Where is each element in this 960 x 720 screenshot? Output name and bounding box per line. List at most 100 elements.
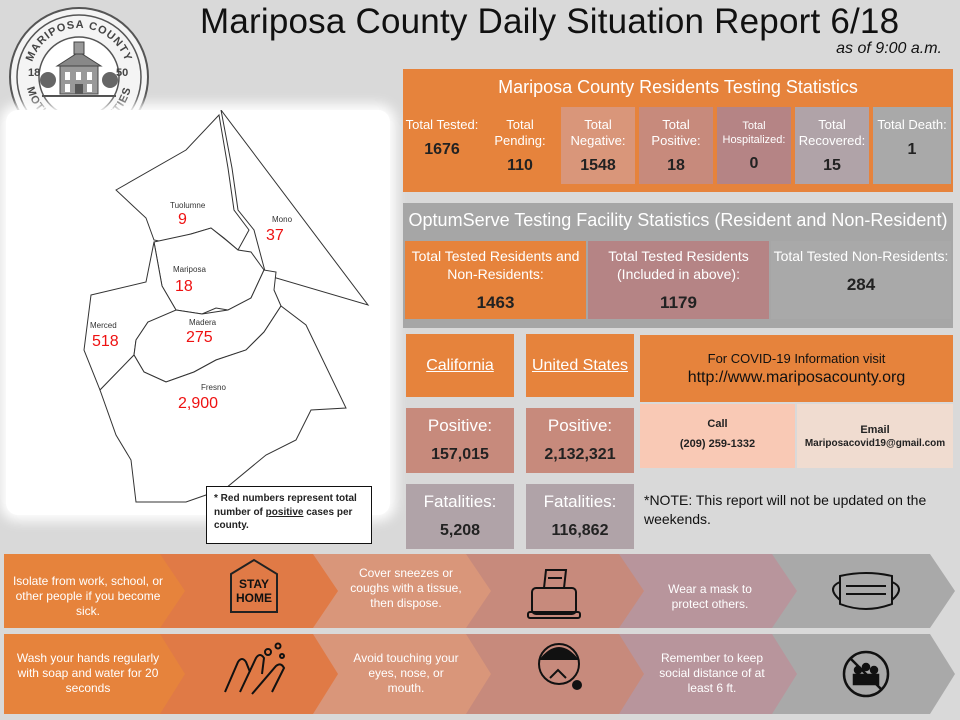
stat-total-tested: Total Tested: 1676	[405, 107, 479, 184]
stat-value: 110	[507, 157, 533, 174]
legend-note-prefix: * Red numbers represent total number of	[214, 493, 357, 518]
stat-label: Total Tested:	[405, 117, 479, 132]
tip-chevron	[466, 554, 649, 628]
positive-value: 2,132,321	[544, 446, 616, 463]
fatalities-label: Fatalities:	[423, 492, 497, 511]
as-of-time: as of 9:00 a.m.	[836, 40, 942, 57]
email-label: Email	[860, 424, 890, 436]
county-count-madera: 275	[186, 329, 213, 346]
mono-county-shape	[220, 110, 370, 306]
legend-note-suffix: cases per county.	[214, 506, 353, 532]
stat-value: 1179	[660, 293, 697, 312]
california-link[interactable]: California	[406, 334, 514, 397]
stat-total-positive: Total Positive: 18	[639, 107, 713, 184]
stat-total-tested-residents: Total Tested Residents (Included in abov…	[588, 241, 769, 319]
tip-chevron	[772, 554, 955, 628]
tip-chevron	[160, 554, 343, 628]
stat-total-pending: Total Pending: 110	[483, 107, 557, 184]
info-url-link[interactable]: http://www.mariposacounty.org	[687, 369, 906, 386]
california-positive: Positive: 157,015	[406, 408, 514, 473]
tip-mask-text: Wear a mask to protect others.	[668, 582, 752, 611]
tip-chevron	[466, 634, 649, 714]
stat-total-tested-non-residents: Total Tested Non-Residents: 284	[771, 241, 951, 319]
tip-chevron	[313, 634, 496, 714]
county-name-merced: Merced	[90, 321, 117, 330]
tip-isolate-text: Isolate from work, school, or other peop…	[12, 574, 164, 618]
map-legend-note: * Red numbers represent total number of …	[206, 486, 372, 544]
county-name-mariposa: Mariposa	[173, 265, 206, 274]
stat-label: Total Hospitalized:	[722, 120, 786, 146]
county-map: Tuolumne 9 Mono 37 Mariposa 18 Merced 51…	[83, 110, 370, 503]
residents-stats-title: Mariposa County Residents Testing Statis…	[403, 69, 953, 104]
face-mask-icon	[832, 572, 900, 610]
united-states-link[interactable]: United States	[526, 334, 634, 397]
stat-value: 1676	[424, 141, 460, 158]
stat-label: Total Negative:	[570, 117, 626, 148]
tips-banner: STAY HOME	[4, 554, 955, 714]
county-count-tuolumne: 9	[178, 211, 187, 228]
no-crowd-icon	[842, 650, 890, 698]
tip-wash-text: Wash your hands regularly with soap and …	[16, 651, 160, 695]
stat-label: Total Tested Residents and Non-Residents…	[411, 248, 580, 282]
stat-total-negative: Total Negative: 1548	[561, 107, 635, 184]
seal-year-right: 50	[116, 67, 128, 79]
optumserve-stats-title: OptumServe Testing Facility Statistics (…	[403, 203, 953, 238]
tip-chevron	[160, 634, 343, 714]
california-fatalities: Fatalities: 5,208	[406, 484, 514, 549]
home-text: HOME	[236, 591, 272, 605]
stat-total-death: Total Death: 1	[873, 107, 951, 184]
call-label: Call	[707, 418, 728, 430]
courthouse-icon	[40, 41, 118, 97]
county-name-tuolumne: Tuolumne	[170, 201, 206, 210]
info-box: For COVID-19 Information visit http://ww…	[640, 335, 953, 402]
county-name-mono: Mono	[272, 215, 293, 224]
update-note: *NOTE: This report will not be updated o…	[644, 492, 927, 527]
us-positive: Positive: 2,132,321	[526, 408, 634, 473]
fatalities-value: 116,862	[551, 522, 609, 539]
stat-total-recovered: Total Recovered: 15	[795, 107, 869, 184]
stat-value: 1463	[476, 293, 515, 312]
stat-total-tested-all: Total Tested Residents and Non-Residents…	[405, 241, 586, 319]
positive-label: Positive:	[427, 416, 493, 435]
tip-avoid-touch-text: Avoid touching your eyes, nose, or mouth…	[353, 651, 459, 695]
stat-label: Total Death:	[877, 117, 947, 132]
us-fatalities: Fatalities: 116,862	[526, 484, 634, 549]
tip-chevron	[313, 554, 496, 628]
fresno-county-shape	[99, 305, 347, 503]
county-count-mono: 37	[266, 227, 284, 244]
stat-value: 18	[667, 157, 685, 174]
stat-value: 0	[749, 155, 759, 172]
email-address[interactable]: Mariposacovid19@gmail.com	[804, 438, 946, 449]
tip-chevron	[619, 554, 802, 628]
tip-chevron	[4, 554, 190, 628]
county-name-fresno: Fresno	[201, 383, 226, 392]
legend-note-emphasis: positive	[265, 506, 304, 518]
fatalities-label: Fatalities:	[543, 492, 617, 511]
tip-distance-text: Remember to keep social distance of at l…	[659, 651, 765, 695]
stay-home-icon: STAY HOME	[230, 558, 278, 613]
stat-label: Total Tested Residents (Included in abov…	[608, 248, 749, 282]
phone-number[interactable]: (209) 259-1332	[679, 438, 756, 450]
call-box: Call (209) 259-1332	[640, 404, 795, 468]
tissue-box-icon	[527, 569, 581, 619]
county-count-merced: 518	[92, 333, 119, 350]
positive-value: 157,015	[431, 446, 489, 463]
stay-text: STAY	[239, 577, 269, 591]
county-count-mariposa: 18	[175, 278, 193, 295]
info-visit-text: For COVID-19 Information visit	[707, 351, 886, 366]
stat-total-hospitalized: Total Hospitalized: 0	[717, 107, 791, 184]
county-map-panel: Tuolumne 9 Mono 37 Mariposa 18 Merced 51…	[6, 110, 390, 515]
fatalities-value: 5,208	[439, 522, 481, 539]
email-box: Email Mariposacovid19@gmail.com	[797, 404, 953, 468]
county-name-madera: Madera	[189, 318, 217, 327]
stat-value: 1548	[580, 157, 616, 174]
hand-washing-icon	[224, 642, 286, 695]
tip-chevron	[4, 634, 190, 714]
positive-label: Positive:	[547, 416, 613, 435]
page-title: Mariposa County Daily Situation Report 6…	[200, 2, 900, 41]
no-face-touch-icon	[538, 643, 582, 690]
seal-year-left: 18	[28, 67, 40, 79]
county-count-fresno: 2,900	[178, 395, 218, 412]
stat-value: 1	[907, 141, 917, 158]
tip-chevron	[619, 634, 802, 714]
